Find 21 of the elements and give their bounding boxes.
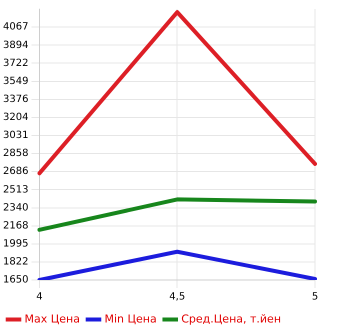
y-tick-label: 1822 <box>2 256 28 268</box>
y-tick-label: 1650 <box>2 274 28 286</box>
y-tick-label: 3549 <box>2 76 28 87</box>
x-tick-label: 5 <box>312 292 318 303</box>
y-tick-label: 4067 <box>2 22 28 33</box>
legend-label: Max Цена <box>24 312 80 326</box>
y-tick-label: 2513 <box>2 184 28 196</box>
y-tick-label: 3204 <box>2 112 28 123</box>
x-tick-label: 4 <box>36 292 43 303</box>
x-tick-label: 4,5 <box>169 292 186 303</box>
legend-label: Сред.Цена, т.йен <box>181 312 282 326</box>
y-tick-label: 2340 <box>2 202 28 214</box>
y-tick-label: 3722 <box>2 58 28 69</box>
y-tick-label: 3894 <box>2 40 28 51</box>
y-tick-label: 2858 <box>2 148 28 160</box>
legend-label: Min Цена <box>104 312 157 326</box>
y-tick-label: 2686 <box>2 166 28 178</box>
y-tick-label: 1995 <box>2 238 28 250</box>
y-tick-label: 3376 <box>2 94 28 105</box>
y-tick-label: 3031 <box>2 130 28 142</box>
y-tick-label: 2168 <box>2 220 28 232</box>
